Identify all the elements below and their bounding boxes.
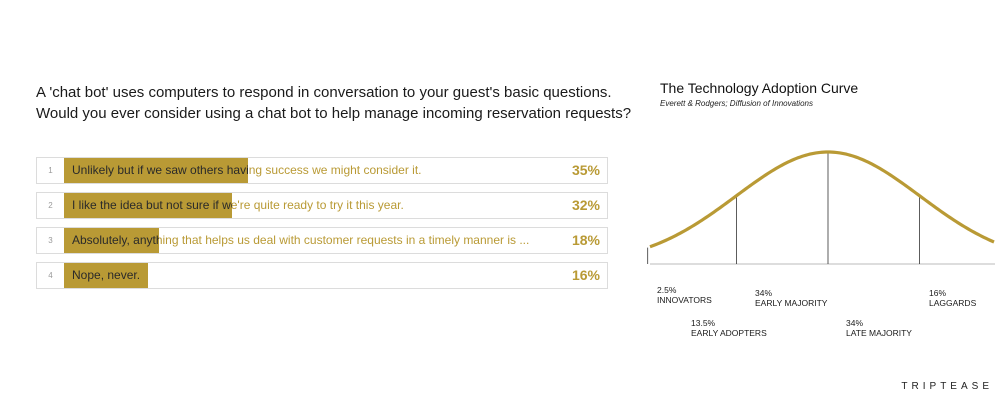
option-number: 4 xyxy=(48,271,53,280)
option-percent-bar xyxy=(64,228,159,253)
segment-name: INNOVATORS xyxy=(657,295,712,305)
segment-label-early-majority: 34% EARLY MAJORITY xyxy=(755,288,827,308)
question-line-1: A 'chat bot' uses computers to respond i… xyxy=(36,84,612,101)
option-label: I like the idea but not sure if we're qu… xyxy=(72,198,404,212)
adoption-curve-line xyxy=(649,150,995,249)
segment-label-innovators: 2.5% INNOVATORS xyxy=(657,285,712,305)
option-percent: 32% xyxy=(571,197,600,213)
option-percent-bar xyxy=(64,193,232,218)
option-number: 3 xyxy=(48,236,53,245)
segment-percent: 2.5% xyxy=(657,285,677,295)
option-number: 2 xyxy=(48,201,53,210)
answer-option-3: 3 Absolutely, anything that helps us dea… xyxy=(36,227,608,254)
option-label-overlay: Nope, never. xyxy=(72,268,141,282)
answer-option-1: 1 Unlikely but if we saw others having s… xyxy=(36,157,608,184)
segment-percent: 16% xyxy=(929,288,947,298)
segment-name: EARLY MAJORITY xyxy=(755,298,828,308)
answer-options: 1 Unlikely but if we saw others having s… xyxy=(36,157,608,297)
segment-percent: 34% xyxy=(755,288,773,298)
segment-percent: 13.5% xyxy=(691,318,716,328)
option-label-overlay: I like the idea but not sure if we're qu… xyxy=(72,198,232,212)
chart-subtitle: Everett & Rodgers; Diffusion of Innovati… xyxy=(660,99,813,108)
segment-name: EARLY ADOPTERS xyxy=(691,328,767,338)
option-percent-bar xyxy=(64,158,248,183)
segment-label-early-adopters: 13.5% EARLY ADOPTERS xyxy=(691,318,767,338)
chart-title: The Technology Adoption Curve xyxy=(660,80,859,96)
option-percent-bar xyxy=(64,263,148,288)
segment-label-laggards: 16% LAGGARDS xyxy=(929,288,976,308)
option-label-overlay: Absolutely, anything that helps us deal … xyxy=(72,233,159,247)
answer-option-2: 2 I like the idea but not sure if we're … xyxy=(36,192,608,219)
option-percent: 16% xyxy=(571,267,600,283)
segment-label-late-majority: 34% LATE MAJORITY xyxy=(846,318,912,338)
answer-option-4: 4 Nope, never. Nope, never. 16% xyxy=(36,262,608,289)
option-percent: 35% xyxy=(571,162,600,178)
segment-name: LAGGARDS xyxy=(929,298,977,308)
option-label: Absolutely, anything that helps us deal … xyxy=(72,233,530,247)
survey-question: A 'chat bot' uses computers to respond i… xyxy=(36,82,636,124)
adoption-curve-chart xyxy=(647,150,995,265)
question-line-2: Would you ever consider using a chat bot… xyxy=(36,105,632,122)
segment-name: LATE MAJORITY xyxy=(846,328,912,338)
option-label: Nope, never. xyxy=(72,268,141,282)
segment-percent: 34% xyxy=(846,318,864,328)
option-label: Unlikely but if we saw others having suc… xyxy=(72,163,422,177)
option-percent: 18% xyxy=(571,232,600,248)
option-number: 1 xyxy=(48,166,53,175)
triptease-logo: TRIPTEASE xyxy=(901,381,993,392)
option-label-overlay: Unlikely but if we saw others having suc… xyxy=(72,163,248,177)
